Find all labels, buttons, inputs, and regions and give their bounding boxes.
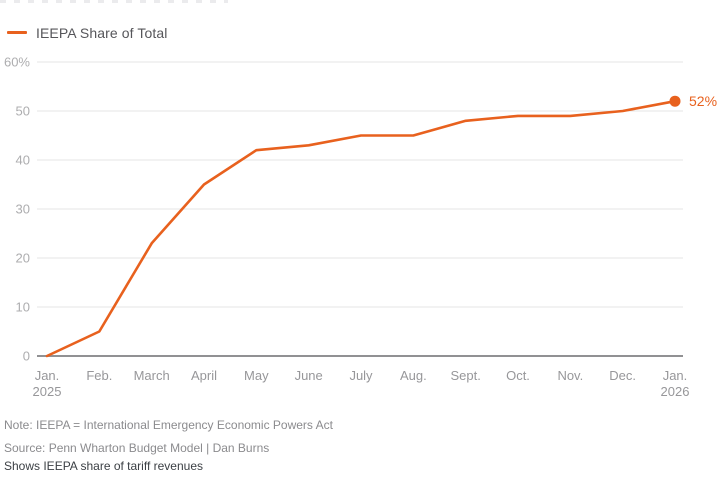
x-tick-label: May: [244, 368, 269, 383]
legend: IEEPA Share of Total: [7, 24, 167, 41]
note-text: Note: IEEPA = International Emergency Ec…: [4, 418, 333, 432]
x-tick-label: Dec.: [609, 368, 636, 383]
x-tick-label: June: [295, 368, 323, 383]
y-tick-label: 40: [16, 153, 30, 168]
x-tick-label: April: [191, 368, 217, 383]
x-tick-year-label: 2025: [33, 384, 62, 399]
series-line: [45, 99, 677, 358]
x-tick-label: Aug.: [400, 368, 427, 383]
y-tick-label: 0: [23, 349, 30, 364]
end-value-label: 52%: [689, 93, 717, 109]
x-tick-year-label: 2026: [661, 384, 690, 399]
x-tick-label: March: [134, 368, 170, 383]
line-chart: 0 10 20 30 40 50 60% Jan. Feb. March April May June J…: [4, 55, 717, 400]
y-tick-label: 10: [16, 300, 30, 315]
legend-label: IEEPA Share of Total: [36, 24, 168, 41]
x-tick-label: Sept.: [450, 368, 480, 383]
cropped-title-remnant: [0, 0, 228, 3]
y-tick-label: 30: [16, 202, 30, 217]
x-tick-label: Jan.: [35, 368, 60, 383]
caption-text: Shows IEEPA share of tariff revenues: [4, 459, 203, 473]
y-tick-label: 50: [16, 104, 30, 119]
y-tick-label: 60%: [4, 55, 30, 70]
x-tick-label: Nov.: [557, 368, 583, 383]
y-tick-label: 20: [16, 251, 30, 266]
end-marker: [669, 95, 681, 107]
x-tick-label: Feb.: [86, 368, 112, 383]
x-tick-label: July: [349, 368, 373, 383]
legend-line-swatch: [7, 31, 27, 34]
x-tick-label: Jan.: [663, 368, 688, 383]
x-tick-label: Oct.: [506, 368, 530, 383]
source-text: Source: Penn Wharton Budget Model | Dan …: [4, 441, 270, 455]
